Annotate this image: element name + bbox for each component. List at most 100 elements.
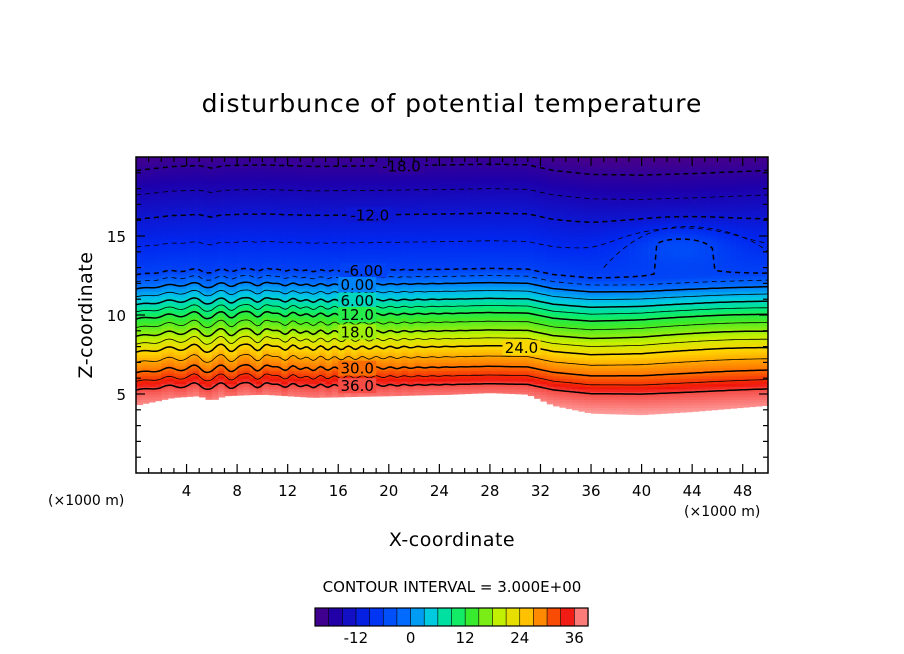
field-cell <box>142 201 150 206</box>
field-cell <box>357 180 365 185</box>
field-cell <box>325 175 333 179</box>
field-cell <box>382 367 390 371</box>
field-cell <box>306 228 314 232</box>
field-cell <box>256 362 264 366</box>
field-cell <box>237 320 245 324</box>
field-cell <box>268 307 276 311</box>
field-cell <box>142 209 150 213</box>
field-cell <box>294 178 302 182</box>
field-cell <box>199 178 207 182</box>
field-cell <box>173 243 181 248</box>
field-cell <box>275 188 283 192</box>
field-cell <box>470 157 478 161</box>
field-cell <box>439 159 447 163</box>
field-cell <box>306 354 314 358</box>
field-cell <box>167 246 175 250</box>
field-cell <box>237 207 245 211</box>
contour-field <box>136 157 768 416</box>
field-cell <box>382 188 390 192</box>
field-cell <box>294 236 302 240</box>
field-cell <box>325 214 333 219</box>
field-cell <box>445 222 453 227</box>
field-cell <box>243 267 251 271</box>
field-cell <box>325 204 333 208</box>
field-cell <box>382 394 390 397</box>
field-cell <box>420 193 428 198</box>
field-cell <box>142 164 150 169</box>
field-cell <box>331 278 339 282</box>
field-cell <box>243 391 251 395</box>
field-cell <box>312 201 320 206</box>
field-cell <box>331 346 339 350</box>
field-cell <box>167 338 175 343</box>
field-cell <box>464 299 472 303</box>
field-cell <box>363 341 371 345</box>
field-cell <box>464 278 472 282</box>
field-cell <box>224 243 232 248</box>
field-cell <box>205 236 213 240</box>
field-cell <box>331 380 339 385</box>
field-cell <box>142 357 150 361</box>
field-cell <box>224 233 232 237</box>
field-cell <box>243 196 251 200</box>
field-cell <box>180 185 188 190</box>
field-cell <box>218 225 226 229</box>
field-cell <box>306 394 314 398</box>
field-cell <box>319 180 327 185</box>
field-cell <box>161 312 169 316</box>
field-cell <box>344 236 352 240</box>
field-cell <box>173 301 181 306</box>
field-cell <box>331 185 339 190</box>
field-cell <box>445 343 453 348</box>
field-cell <box>161 238 169 242</box>
field-cell <box>433 362 441 366</box>
field-cell <box>350 193 358 198</box>
field-cell <box>350 225 358 229</box>
field-cell <box>401 278 409 282</box>
field-cell <box>173 354 181 358</box>
field-cell <box>350 341 358 345</box>
field-cell <box>180 388 188 393</box>
field-cell <box>281 164 289 169</box>
field-cell <box>344 346 352 350</box>
field-cell <box>319 199 327 203</box>
field-cell <box>154 293 162 298</box>
field-cell <box>369 175 377 179</box>
field-cell <box>445 372 453 377</box>
field-cell <box>154 391 162 395</box>
field-cell <box>262 259 270 264</box>
field-cell <box>294 175 302 179</box>
field-cell <box>369 251 377 256</box>
field-cell <box>357 257 365 261</box>
field-cell <box>275 272 283 277</box>
field-cell <box>464 351 472 356</box>
field-cell <box>407 338 415 343</box>
field-cell <box>407 354 415 358</box>
field-cell <box>148 378 156 382</box>
field-cell <box>357 162 365 166</box>
field-cell <box>420 259 428 264</box>
field-cell <box>439 349 447 353</box>
field-cell <box>445 162 453 166</box>
field-cell <box>470 228 478 232</box>
field-cell <box>426 367 434 371</box>
field-cell <box>452 217 460 221</box>
field-cell <box>325 157 333 161</box>
field-cell <box>470 225 478 229</box>
field-cell <box>281 228 289 232</box>
field-cell <box>218 270 226 274</box>
field-cell <box>357 193 365 198</box>
field-cell <box>230 170 238 174</box>
field-cell <box>363 249 371 253</box>
field-cell <box>148 386 156 390</box>
field-cell <box>287 238 295 242</box>
field-cell <box>154 330 162 335</box>
field-cell <box>439 283 447 287</box>
field-cell <box>433 275 441 279</box>
field-cell <box>388 375 396 379</box>
field-cell <box>338 157 346 161</box>
field-cell <box>395 378 403 382</box>
field-cell <box>281 317 289 321</box>
field-cell <box>161 307 169 311</box>
field-cell <box>325 172 333 177</box>
